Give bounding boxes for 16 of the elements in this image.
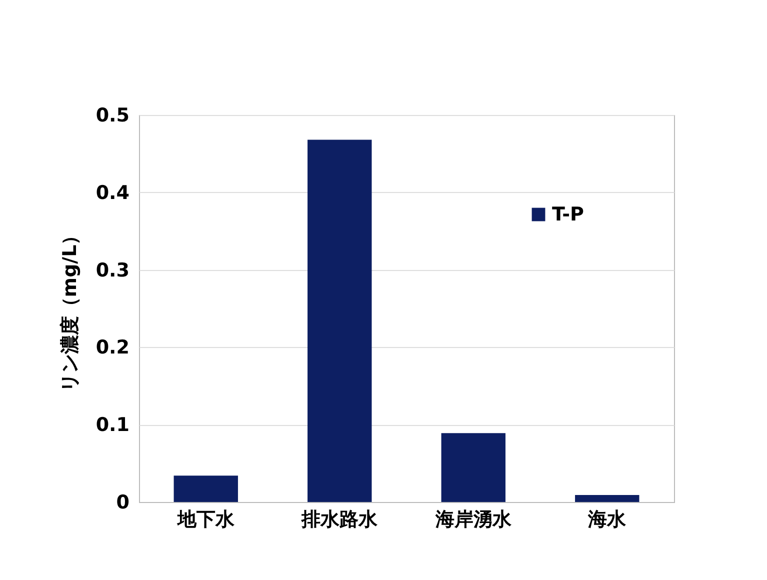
bar: [575, 495, 640, 502]
x-tick-label: 排水路水: [300, 508, 379, 530]
y-axis-title: リン濃度（mg/L）: [58, 226, 81, 392]
legend-label: T-P: [552, 204, 584, 226]
x-tick-label: 海水: [587, 508, 628, 530]
x-tick-label: 海岸湧水: [434, 508, 512, 530]
y-tick-label: 0.3: [96, 259, 130, 282]
y-tick-label: 0.5: [96, 104, 130, 126]
y-tick-label: 0.2: [96, 336, 130, 359]
y-tick-label: 0.1: [96, 414, 130, 436]
bar: [308, 140, 372, 502]
bar: [441, 433, 506, 502]
y-tick-label: 0: [116, 492, 130, 514]
y-tick-label: 0.4: [96, 182, 130, 204]
x-tick-label: 地下水: [176, 508, 236, 530]
bar: [174, 476, 238, 502]
